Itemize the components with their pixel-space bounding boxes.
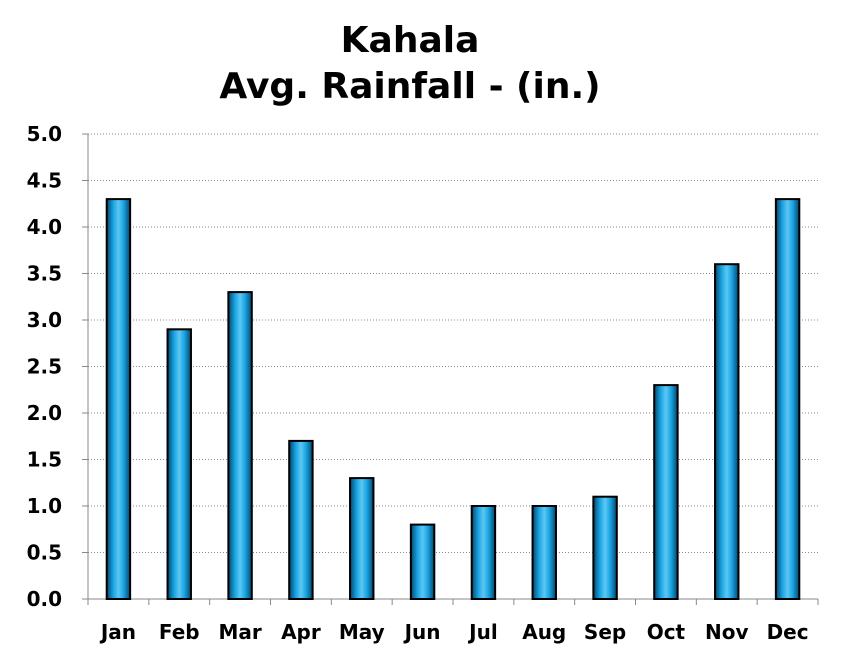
x-tick-label: Apr — [281, 620, 321, 644]
y-tick-label: 2.5 — [27, 355, 62, 379]
x-tick-label: Oct — [647, 620, 686, 644]
axes — [82, 133, 819, 605]
bar-sep — [592, 495, 618, 601]
bar-jun — [409, 523, 436, 600]
y-tick-label: 3.5 — [27, 262, 62, 286]
x-tick-label: Dec — [767, 620, 809, 644]
bar-mar — [227, 291, 253, 600]
x-tick-label: Nov — [705, 620, 749, 644]
x-tick-label: Aug — [522, 620, 566, 644]
y-tick-label: 4.5 — [27, 169, 62, 193]
chart-title: Kahala Avg. Rainfall - (in.) — [0, 18, 820, 110]
x-tick-label: May — [339, 620, 385, 644]
bar-aug — [531, 505, 557, 600]
chart-title-line2: Avg. Rainfall - (in.) — [219, 66, 601, 107]
y-tick-label: 4.0 — [27, 215, 62, 239]
x-tick-label: Jul — [467, 620, 498, 644]
y-tick-label: 3.0 — [27, 308, 62, 332]
bars — [105, 198, 801, 601]
bar-oct — [653, 384, 679, 600]
x-tick-label: Sep — [584, 620, 626, 644]
bar-may — [349, 477, 375, 601]
bar-dec — [774, 198, 801, 600]
bar-feb — [166, 328, 192, 600]
y-tick-label: 5.0 — [27, 122, 62, 146]
bar-apr — [288, 439, 314, 600]
gridlines — [88, 133, 818, 553]
y-tick-label: 0.0 — [27, 587, 62, 611]
x-tick-label: Feb — [159, 620, 200, 644]
bar-jul — [470, 505, 497, 600]
bar-nov — [714, 263, 740, 600]
x-tick-label: Mar — [218, 620, 261, 644]
y-tick-label: 0.5 — [27, 541, 62, 565]
x-tick-label: Jan — [99, 620, 136, 644]
x-tick-label: Jun — [403, 620, 441, 644]
tick-labels: 0.0 0.5 1.0 1.5 2.0 2.5 3.0 3.5 4.0 4.5 5.0 Jan Feb M… — [27, 122, 809, 644]
y-tick-label: 1.5 — [27, 448, 62, 472]
bar-jan — [105, 198, 132, 600]
y-tick-label: 1.0 — [27, 494, 62, 518]
y-tick-label: 2.0 — [27, 401, 62, 425]
chart-title-line1: Kahala — [340, 20, 480, 61]
